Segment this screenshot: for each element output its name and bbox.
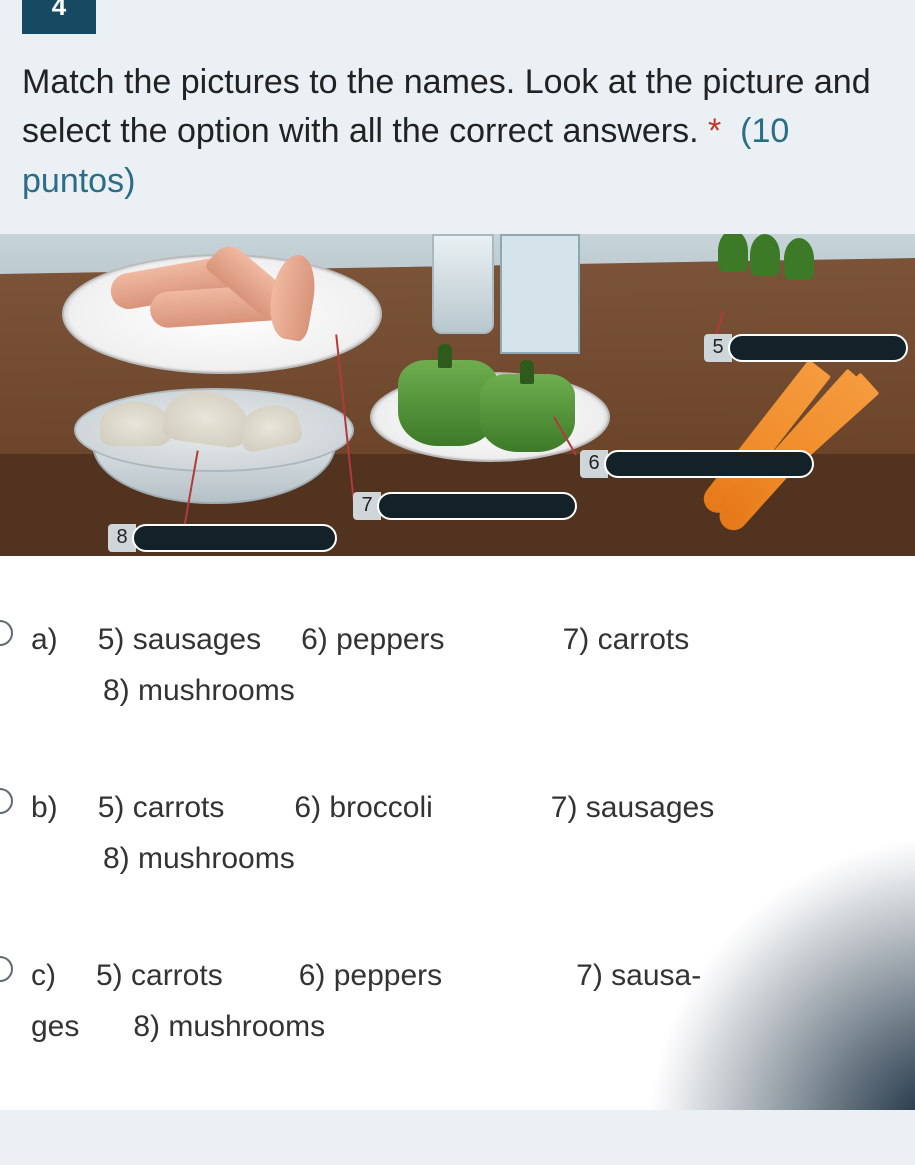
label-8: 8 — [108, 524, 337, 552]
carrot-top-icon — [750, 234, 780, 276]
label-blank-field — [728, 334, 908, 362]
option-c-text: c)5) carrots6) peppers7) sausa- ges8) mu… — [31, 950, 893, 1052]
question-number-badge: 4 — [22, 0, 96, 34]
required-asterisk: * — [708, 112, 721, 150]
label-blank-field — [132, 524, 337, 552]
question-text-block: Match the pictures to the names. Look at… — [0, 34, 915, 234]
pepper-stem-icon — [438, 344, 452, 368]
label-blank-field — [604, 450, 814, 478]
answer-options: a)5) sausages6) peppers7) carrots 8) mus… — [0, 556, 915, 1110]
radio-c[interactable] — [0, 956, 13, 982]
label-5: 5 — [704, 334, 908, 362]
radio-b[interactable] — [0, 788, 13, 814]
carrot-top-icon — [784, 238, 814, 280]
mushroom-icon — [100, 402, 170, 446]
pepper-stem-icon — [520, 360, 534, 384]
option-c[interactable]: c)5) carrots6) peppers7) sausa- ges8) mu… — [0, 932, 915, 1070]
option-b[interactable]: b)5) carrots6) broccoli7) sausages 8) mu… — [0, 764, 915, 902]
option-a[interactable]: a)5) sausages6) peppers7) carrots 8) mus… — [0, 596, 915, 734]
label-6: 6 — [580, 450, 814, 478]
label-7: 7 — [353, 492, 577, 520]
food-illustration: 5 6 7 8 — [0, 234, 915, 556]
option-b-text: b)5) carrots6) broccoli7) sausages 8) mu… — [31, 782, 893, 884]
pepper-icon — [480, 374, 575, 452]
milk-carton — [500, 234, 580, 354]
label-blank-field — [377, 492, 577, 520]
carrot-top-icon — [718, 234, 748, 272]
option-a-text: a)5) sausages6) peppers7) carrots 8) mus… — [31, 614, 893, 716]
radio-a[interactable] — [0, 620, 13, 646]
milk-glass — [432, 234, 494, 334]
